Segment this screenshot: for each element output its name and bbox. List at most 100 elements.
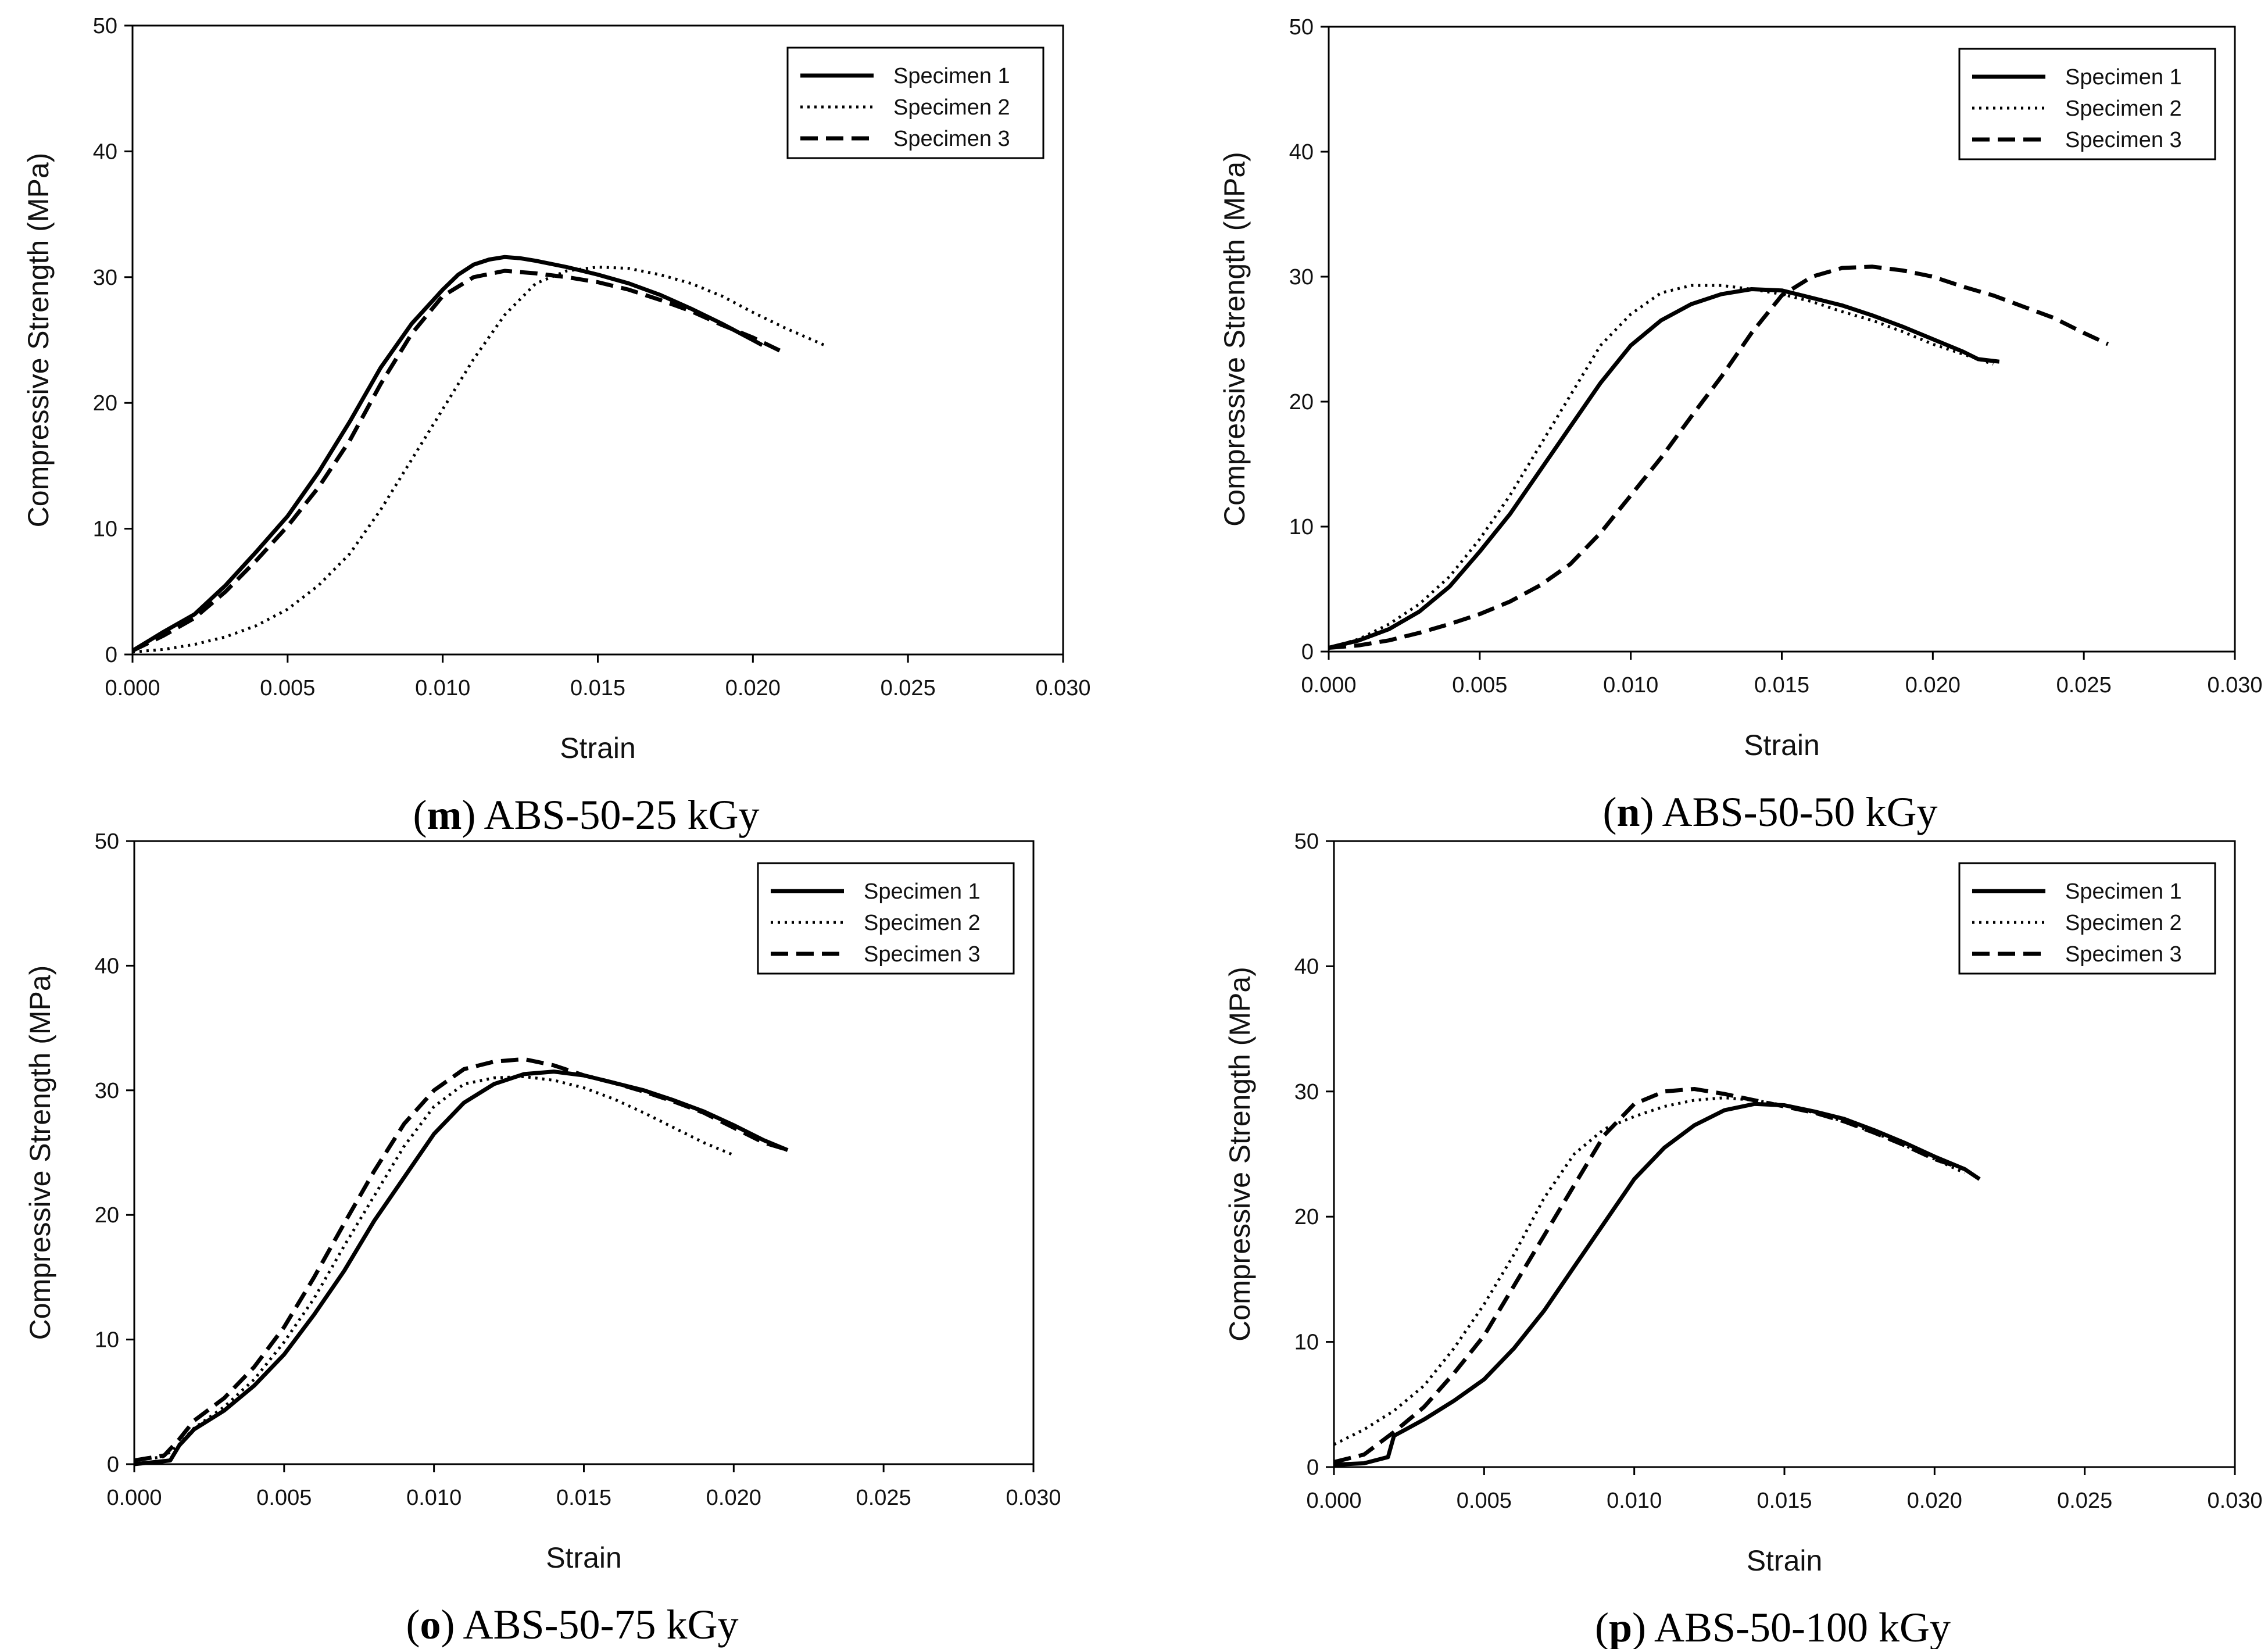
x-tick-label: 0.030 (2207, 673, 2262, 697)
x-tick-label: 0.015 (570, 676, 625, 700)
x-tick-label: 0.020 (1905, 673, 1961, 697)
chart-panel-o: 0 10 20 30 40 50 0.000 0.005 0.010 0.015 0.020 0.02… (24, 829, 1061, 1648)
caption-paren-close: ) (1640, 789, 1662, 835)
chart-panel-n: 0 10 20 30 40 50 0.000 0.005 0.010 0.015 0.020 0.02… (1218, 15, 2263, 835)
x-tick-label: 0.025 (2057, 1489, 2112, 1513)
y-tick-label: 20 (1289, 390, 1314, 414)
x-tick-label: 0.015 (556, 1486, 611, 1510)
caption-paren-close: ) (462, 792, 484, 838)
x-tick-label: 0.025 (881, 676, 936, 700)
y-tick-label: 50 (95, 829, 119, 854)
legend: Specimen 1 Specimen 2 Specimen 3 (1958, 48, 2216, 160)
panel-letter: p (1609, 1604, 1632, 1649)
x-tick-label: 0.020 (1907, 1489, 1962, 1513)
x-tick-label: 0.010 (1603, 673, 1658, 697)
x-axis-label: Strain (546, 1541, 622, 1574)
caption-text: ABS-50-50 kGy (1662, 789, 1938, 835)
x-tick-label: 0.000 (105, 676, 160, 700)
caption-paren-close: ) (441, 1601, 463, 1648)
x-tick-label: 0.010 (406, 1486, 462, 1510)
y-tick-label: 30 (93, 266, 117, 290)
y-tick-label: 20 (93, 391, 117, 416)
y-tick-label: 20 (1294, 1205, 1319, 1229)
panel-caption: (p) ABS-50-100 kGy (1595, 1604, 1951, 1649)
x-tick-label: 0.005 (1452, 673, 1507, 697)
x-tick-label: 0.000 (1306, 1489, 1361, 1513)
y-tick-label: 40 (93, 139, 117, 164)
legend-box (1958, 862, 2216, 975)
x-tick-label: 0.005 (1457, 1489, 1512, 1513)
x-tick-label: 0.030 (1035, 676, 1090, 700)
y-tick-label: 0 (107, 1453, 119, 1477)
y-tick-label: 20 (95, 1203, 119, 1228)
caption-paren-open: ( (413, 792, 427, 838)
legend-label-specimen-2: Specimen 2 (2065, 96, 2182, 121)
legend: Specimen 1 Specimen 2 Specimen 3 (757, 862, 1015, 975)
y-tick-label: 0 (105, 643, 117, 667)
caption-text: ABS-50-25 kGy (484, 792, 759, 838)
y-axis-label: Compressive Strength (MPa) (22, 153, 55, 528)
x-tick-label: 0.010 (415, 676, 470, 700)
legend-label-specimen-3: Specimen 3 (864, 942, 981, 967)
caption-paren-open: ( (1595, 1604, 1609, 1649)
legend: Specimen 1 Specimen 2 Specimen 3 (786, 46, 1044, 159)
caption-text: ABS-50-100 kGy (1654, 1604, 1951, 1649)
legend-label-specimen-3: Specimen 3 (2065, 942, 2182, 967)
series-line-specimen-2 (1333, 1096, 1966, 1446)
series-line-specimen-3 (1333, 1087, 1966, 1464)
panel-letter: n (1616, 789, 1640, 835)
legend-label-specimen-2: Specimen 2 (893, 95, 1010, 120)
y-tick-label: 40 (1294, 954, 1319, 979)
legend-label-specimen-1: Specimen 1 (2065, 879, 2182, 904)
x-tick-label: 0.020 (725, 676, 781, 700)
y-axis-label: Compressive Strength (MPa) (1218, 152, 1251, 527)
series-line-specimen-1 (134, 1069, 789, 1466)
y-tick-label: 40 (95, 954, 119, 978)
x-tick-label: 0.030 (1006, 1486, 1061, 1510)
series-line-specimen-1 (1328, 287, 2000, 650)
legend-label-specimen-1: Specimen 1 (2065, 65, 2182, 90)
series-line-specimen-3 (131, 269, 785, 653)
y-tick-label: 10 (1289, 515, 1314, 539)
x-axis-label: Strain (1744, 729, 1820, 761)
y-tick-label: 40 (1289, 140, 1314, 164)
y-tick-label: 10 (1294, 1330, 1319, 1355)
y-tick-label: 30 (1294, 1080, 1319, 1104)
y-axis-label: Compressive Strength (MPa) (1224, 967, 1256, 1342)
legend-label-specimen-2: Specimen 2 (864, 911, 981, 935)
caption-text: ABS-50-75 kGy (463, 1601, 738, 1648)
series-line-specimen-2 (1328, 284, 1994, 649)
chart-panel-m: 0 10 20 30 40 50 0.000 0.005 0.010 0.015 0.020 0.02… (22, 14, 1091, 838)
legend-label-specimen-1: Specimen 1 (893, 64, 1010, 88)
legend-label-specimen-2: Specimen 2 (2065, 911, 2182, 935)
y-tick-label: 30 (95, 1079, 119, 1103)
x-tick-label: 0.015 (1754, 673, 1809, 697)
series-line-specimen-3 (1328, 264, 2109, 650)
x-tick-label: 0.020 (706, 1486, 761, 1510)
legend-label-specimen-1: Specimen 1 (864, 879, 981, 904)
y-axis-label: Compressive Strength (MPa) (24, 965, 56, 1340)
x-tick-label: 0.000 (106, 1486, 162, 1510)
x-tick-label: 0.010 (1607, 1489, 1662, 1513)
panel-letter: o (420, 1601, 441, 1648)
caption-paren-open: ( (406, 1601, 420, 1648)
x-tick-label: 0.015 (1757, 1489, 1812, 1513)
series-line-specimen-1 (1333, 1101, 1981, 1467)
x-axis-label: Strain (560, 732, 636, 764)
x-axis-label: Strain (1747, 1544, 1823, 1577)
x-tick-label: 0.005 (256, 1486, 312, 1510)
panel-caption: (n) ABS-50-50 kGy (1602, 789, 1937, 835)
x-tick-label: 0.000 (1301, 673, 1356, 697)
panel-letter: m (427, 792, 462, 838)
y-tick-label: 10 (93, 517, 117, 542)
legend-label-specimen-3: Specimen 3 (2065, 128, 2182, 152)
series-line-specimen-1 (131, 255, 763, 653)
y-tick-label: 10 (95, 1328, 119, 1353)
caption-paren-close: ) (1632, 1604, 1654, 1649)
x-tick-label: 0.025 (2056, 673, 2112, 697)
legend-label-specimen-3: Specimen 3 (893, 127, 1010, 151)
series-line-specimen-2 (134, 1075, 735, 1462)
x-tick-label: 0.030 (2207, 1489, 2262, 1513)
y-tick-label: 0 (1307, 1455, 1319, 1480)
